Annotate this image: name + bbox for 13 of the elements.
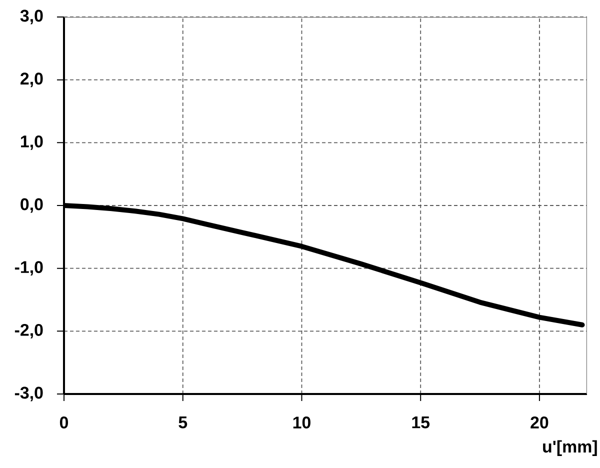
x-tick-label: 0 <box>60 416 68 429</box>
y-tick-label: 3,0 <box>20 10 43 24</box>
y-tick-label: -1,0 <box>14 261 43 276</box>
y-tick-label: -3,0 <box>14 386 43 402</box>
y-tick-label: 2,0 <box>20 72 43 88</box>
y-tick-label: 1,0 <box>21 135 43 150</box>
y-tick-label: -2,0 <box>14 324 43 338</box>
x-tick-label: 15 <box>412 416 430 428</box>
y-tick-label: 0,0 <box>20 198 43 213</box>
x-tick-label: 10 <box>293 416 310 429</box>
x-axis-title: u'[mm] <box>543 440 597 456</box>
x-tick-label: 20 <box>530 416 548 429</box>
x-tick-label: 5 <box>178 416 188 428</box>
